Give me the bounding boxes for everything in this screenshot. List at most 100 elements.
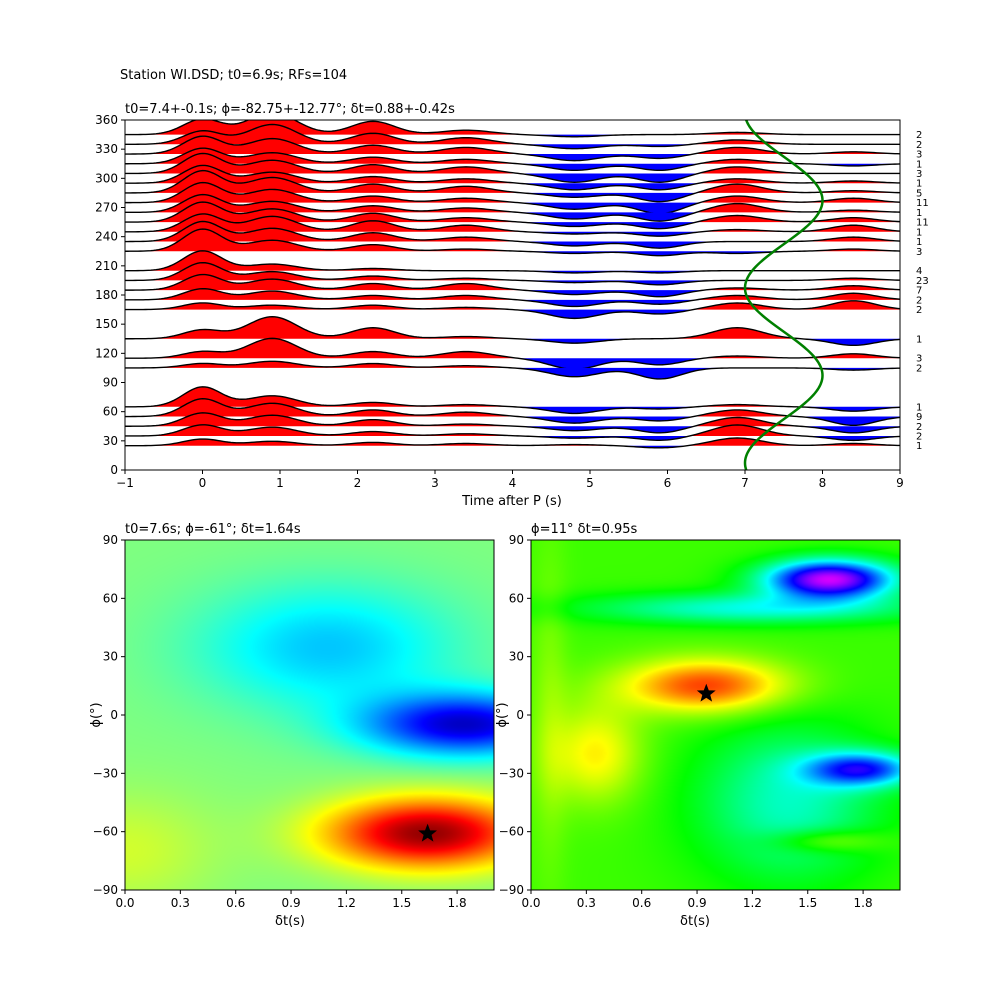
trace-negative-fill — [125, 299, 900, 307]
trace-count-label: 2 — [916, 130, 922, 141]
top-y-tick-label: 60 — [103, 405, 118, 419]
trace-count-label: 2 — [916, 295, 922, 306]
trace-count-label: 1 — [916, 227, 922, 238]
trace-line — [125, 169, 900, 203]
trace-count-label: 5 — [916, 188, 922, 199]
top-y-tick-label: 120 — [95, 346, 118, 360]
trace-count-label: 2 — [916, 305, 922, 316]
top-x-tick-label: 5 — [586, 476, 594, 490]
top-x-tick-label: 7 — [741, 476, 749, 490]
left-y-tick-label: 30 — [103, 650, 118, 664]
trace-line — [125, 213, 900, 237]
trace-count-label: 1 — [916, 237, 922, 248]
receiver-function-traces — [125, 120, 900, 470]
trace-count-label: 3 — [916, 169, 922, 180]
left-y-tick-label: −90 — [93, 883, 118, 897]
right-x-tick-label: 1.2 — [743, 896, 762, 910]
left-x-tick-label: 0.9 — [282, 896, 301, 910]
right-heatmap — [531, 540, 900, 890]
top-y-tick-label: 330 — [95, 142, 118, 156]
left-y-tick-label: 0 — [110, 708, 118, 722]
trace-count-label: 1 — [916, 208, 922, 219]
trace-line — [125, 424, 900, 442]
left-heatmap-axes: 0.0 0.3 0.6 0.9 1.2 1.5 1.8 −90 −60 −30 0 30 60 90 — [93, 533, 495, 910]
top-y-tick-label: 270 — [95, 201, 118, 215]
trace-count-label: 1 — [916, 334, 922, 345]
t0-fit-curve — [743, 120, 824, 470]
right-x-tick-label: 0.3 — [577, 896, 596, 910]
trace-positive-fill — [125, 338, 900, 359]
right-heatmap-title: ϕ=11° δt=0.95s — [531, 522, 638, 537]
trace-positive-fill — [125, 361, 900, 368]
trace-line — [125, 181, 900, 215]
top-x-tick-label: 4 — [509, 476, 517, 490]
trace-positive-fill — [125, 386, 900, 407]
trace-positive-fill — [125, 424, 900, 436]
trace-line — [125, 201, 900, 230]
trace-line — [125, 164, 900, 191]
top-y-tick-label: 0 — [110, 463, 118, 477]
trace-count-label: 1 — [916, 179, 922, 190]
left-x-tick-label: 1.5 — [392, 896, 411, 910]
trace-line — [125, 250, 900, 274]
trace-negative-fill — [125, 309, 900, 319]
top-x-axis-label: Time after P (s) — [461, 494, 562, 509]
trace-count-label: 11 — [916, 198, 929, 209]
top-x-tick-label: 1 — [276, 476, 284, 490]
trace-negative-fill — [125, 435, 900, 441]
trace-line — [125, 386, 900, 415]
right-y-axis-label: ϕ(°) — [495, 702, 510, 727]
right-y-tick-label: −60 — [499, 825, 524, 839]
trace-line — [125, 300, 900, 320]
trace-negative-fill — [125, 445, 900, 448]
top-x-tick-label: 0 — [199, 476, 207, 490]
right-x-tick-label: 0.6 — [632, 896, 651, 910]
trace-line — [125, 316, 900, 347]
trace-positive-fill — [125, 437, 900, 446]
trace-count-label: 2 — [916, 431, 922, 442]
trace-line — [125, 135, 900, 162]
trace-positive-fill — [125, 229, 900, 252]
right-x-axis-label: δt(s) — [680, 914, 710, 929]
trace-line — [125, 220, 900, 249]
top-y-tick-label: 30 — [103, 434, 118, 448]
trace-positive-fill — [125, 250, 900, 271]
trace-count-label: 2 — [916, 422, 922, 433]
trace-count-label: 11 — [916, 218, 929, 229]
trace-negative-fill — [125, 338, 900, 346]
trace-count-label: 9 — [916, 412, 922, 423]
left-best-fit-star-marker — [418, 823, 438, 842]
top-x-tick-label: 2 — [354, 476, 362, 490]
top-y-tick-label: 150 — [95, 317, 118, 331]
right-y-tick-label: −90 — [499, 883, 524, 897]
trace-line — [125, 437, 900, 449]
top-y-tick-label: 210 — [95, 259, 118, 273]
trace-line — [125, 193, 900, 222]
trace-negative-fill — [125, 406, 900, 414]
trace-count-label: 1 — [916, 159, 922, 170]
left-y-axis-label: ϕ(°) — [89, 702, 104, 727]
trace-count-label: 2 — [916, 140, 922, 151]
trace-positive-fill — [125, 316, 900, 339]
left-x-tick-label: 0.3 — [171, 896, 190, 910]
trace-negative-fill — [125, 367, 900, 379]
trace-count-label: 3 — [916, 354, 922, 365]
trace-line — [125, 152, 900, 183]
left-x-tick-label: 0.0 — [115, 896, 134, 910]
trace-line — [125, 360, 900, 380]
top-x-tick-label: −1 — [116, 476, 134, 490]
trace-count-label: 3 — [916, 150, 922, 161]
right-x-tick-label: 1.5 — [798, 896, 817, 910]
left-x-tick-label: 1.2 — [337, 896, 356, 910]
right-best-fit-star-marker — [696, 683, 716, 702]
right-y-tick-label: 90 — [509, 533, 524, 547]
top-x-tick-label: 9 — [896, 476, 904, 490]
top-y-tick-label: 180 — [95, 288, 118, 302]
trace-negative-fill — [125, 426, 900, 433]
trace-count-label: 4 — [916, 266, 922, 277]
left-heatmap-title: t0=7.6s; ϕ=-61°; δt=1.64s — [125, 522, 301, 537]
left-y-tick-label: 90 — [103, 533, 118, 547]
top-y-tick-label: 90 — [103, 376, 118, 390]
right-heatmap-axes: 0.0 0.3 0.6 0.9 1.2 1.5 1.8 −90 −60 −30 0 30 60 90 — [499, 533, 901, 910]
